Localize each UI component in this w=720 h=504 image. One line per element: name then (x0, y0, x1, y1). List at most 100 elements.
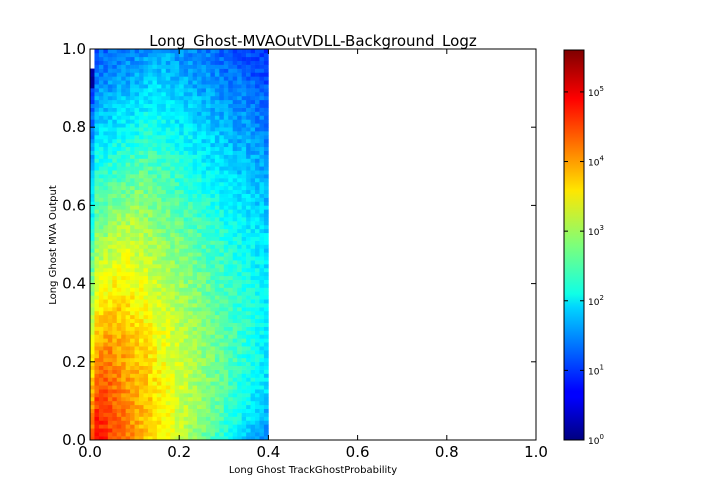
heatmap-cell (192, 185, 198, 191)
heatmap-cell (183, 181, 189, 187)
heatmap-cell (125, 248, 131, 253)
heatmap-cell (241, 166, 247, 171)
heatmap-cell (165, 342, 171, 347)
heatmap-cell (152, 221, 158, 226)
heatmap-cell (165, 213, 171, 218)
heatmap-cell (241, 181, 247, 187)
heatmap-cell (241, 119, 247, 124)
heatmap-cell (263, 60, 269, 65)
heatmap-cell (192, 228, 198, 234)
heatmap-cell (98, 111, 104, 116)
heatmap-cell (263, 295, 269, 300)
heatmap-cell (103, 232, 109, 237)
heatmap-cell (232, 213, 238, 218)
heatmap-cell (170, 115, 176, 120)
heatmap-cell (237, 295, 242, 300)
heatmap-cell (107, 361, 113, 367)
heatmap-cell (121, 76, 126, 81)
heatmap-cell (219, 353, 225, 359)
heatmap-cell (179, 428, 184, 433)
heatmap-cell (121, 146, 126, 151)
heatmap-cell (174, 95, 180, 101)
heatmap-cell (255, 334, 260, 339)
heatmap-cell (130, 322, 135, 327)
heatmap-cell (156, 217, 162, 222)
heatmap-cell (121, 240, 126, 245)
heatmap-cell (259, 217, 265, 222)
heatmap-cell (223, 357, 229, 363)
heatmap-cell (174, 158, 180, 163)
heatmap-cell (201, 111, 207, 116)
heatmap-cell (121, 228, 126, 234)
heatmap-cell (205, 197, 211, 202)
heatmap-cell (143, 123, 149, 128)
heatmap-cell (255, 107, 260, 112)
heatmap-cell (134, 310, 140, 316)
heatmap-cell (139, 408, 144, 413)
heatmap-cell (94, 248, 100, 253)
heatmap-cell (107, 252, 113, 257)
heatmap-cell (139, 217, 144, 222)
heatmap-cell (241, 232, 247, 237)
heatmap-cell (161, 92, 167, 97)
heatmap-cell (232, 303, 238, 308)
heatmap-cell (134, 291, 140, 296)
heatmap-cell (263, 158, 269, 163)
heatmap-cell (139, 299, 144, 304)
heatmap-cell (116, 385, 122, 390)
heatmap-cell (246, 322, 251, 327)
heatmap-cell (255, 135, 260, 140)
heatmap-cell (210, 68, 216, 73)
heatmap-cell (250, 72, 256, 77)
heatmap-cell (197, 295, 202, 300)
heatmap-cell (197, 221, 202, 226)
heatmap-cell (130, 72, 135, 77)
heatmap-cell (197, 373, 202, 378)
heatmap-cell (214, 389, 220, 394)
heatmap-cell (192, 123, 198, 128)
heatmap-cell (130, 412, 135, 417)
heatmap-cell (94, 346, 100, 351)
heatmap-cell (134, 150, 140, 155)
heatmap-cell (192, 310, 198, 316)
heatmap-cell (98, 346, 104, 351)
heatmap-cell (214, 330, 220, 335)
heatmap-cell (139, 240, 144, 245)
heatmap-cell (170, 299, 176, 304)
heatmap-cell (183, 361, 189, 367)
heatmap-cell (125, 185, 131, 191)
heatmap-cell (152, 213, 158, 218)
heatmap-cell (192, 365, 198, 370)
heatmap-cell (116, 127, 122, 132)
heatmap-cell (259, 224, 265, 230)
heatmap-cell (112, 353, 118, 359)
heatmap-cell (197, 64, 202, 69)
heatmap-cell (152, 185, 158, 191)
heatmap-cell (246, 396, 251, 402)
heatmap-cell (263, 267, 269, 273)
heatmap-cell (263, 221, 269, 226)
heatmap-cell (112, 189, 118, 194)
heatmap-cell (219, 295, 225, 300)
heatmap-cell (188, 310, 193, 316)
heatmap-cell (165, 72, 171, 77)
heatmap-cell (130, 138, 135, 144)
heatmap-cell (147, 95, 153, 101)
heatmap-cell (143, 279, 149, 284)
heatmap-cell (201, 381, 207, 386)
heatmap-cell (116, 322, 122, 327)
heatmap-cell (125, 88, 131, 93)
x-tick-label: 0.8 (435, 443, 459, 461)
heatmap-cell (170, 357, 176, 363)
heatmap-cell (255, 400, 260, 406)
heatmap-cell (188, 158, 193, 163)
heatmap-cell (143, 428, 149, 433)
heatmap-cell (259, 185, 265, 191)
heatmap-cell (161, 107, 167, 112)
heatmap-cell (152, 236, 158, 241)
heatmap-cell (219, 52, 225, 58)
heatmap-cell (246, 428, 251, 433)
heatmap-cell (125, 135, 131, 140)
heatmap-cell (170, 365, 176, 370)
heatmap-cell (174, 103, 180, 108)
